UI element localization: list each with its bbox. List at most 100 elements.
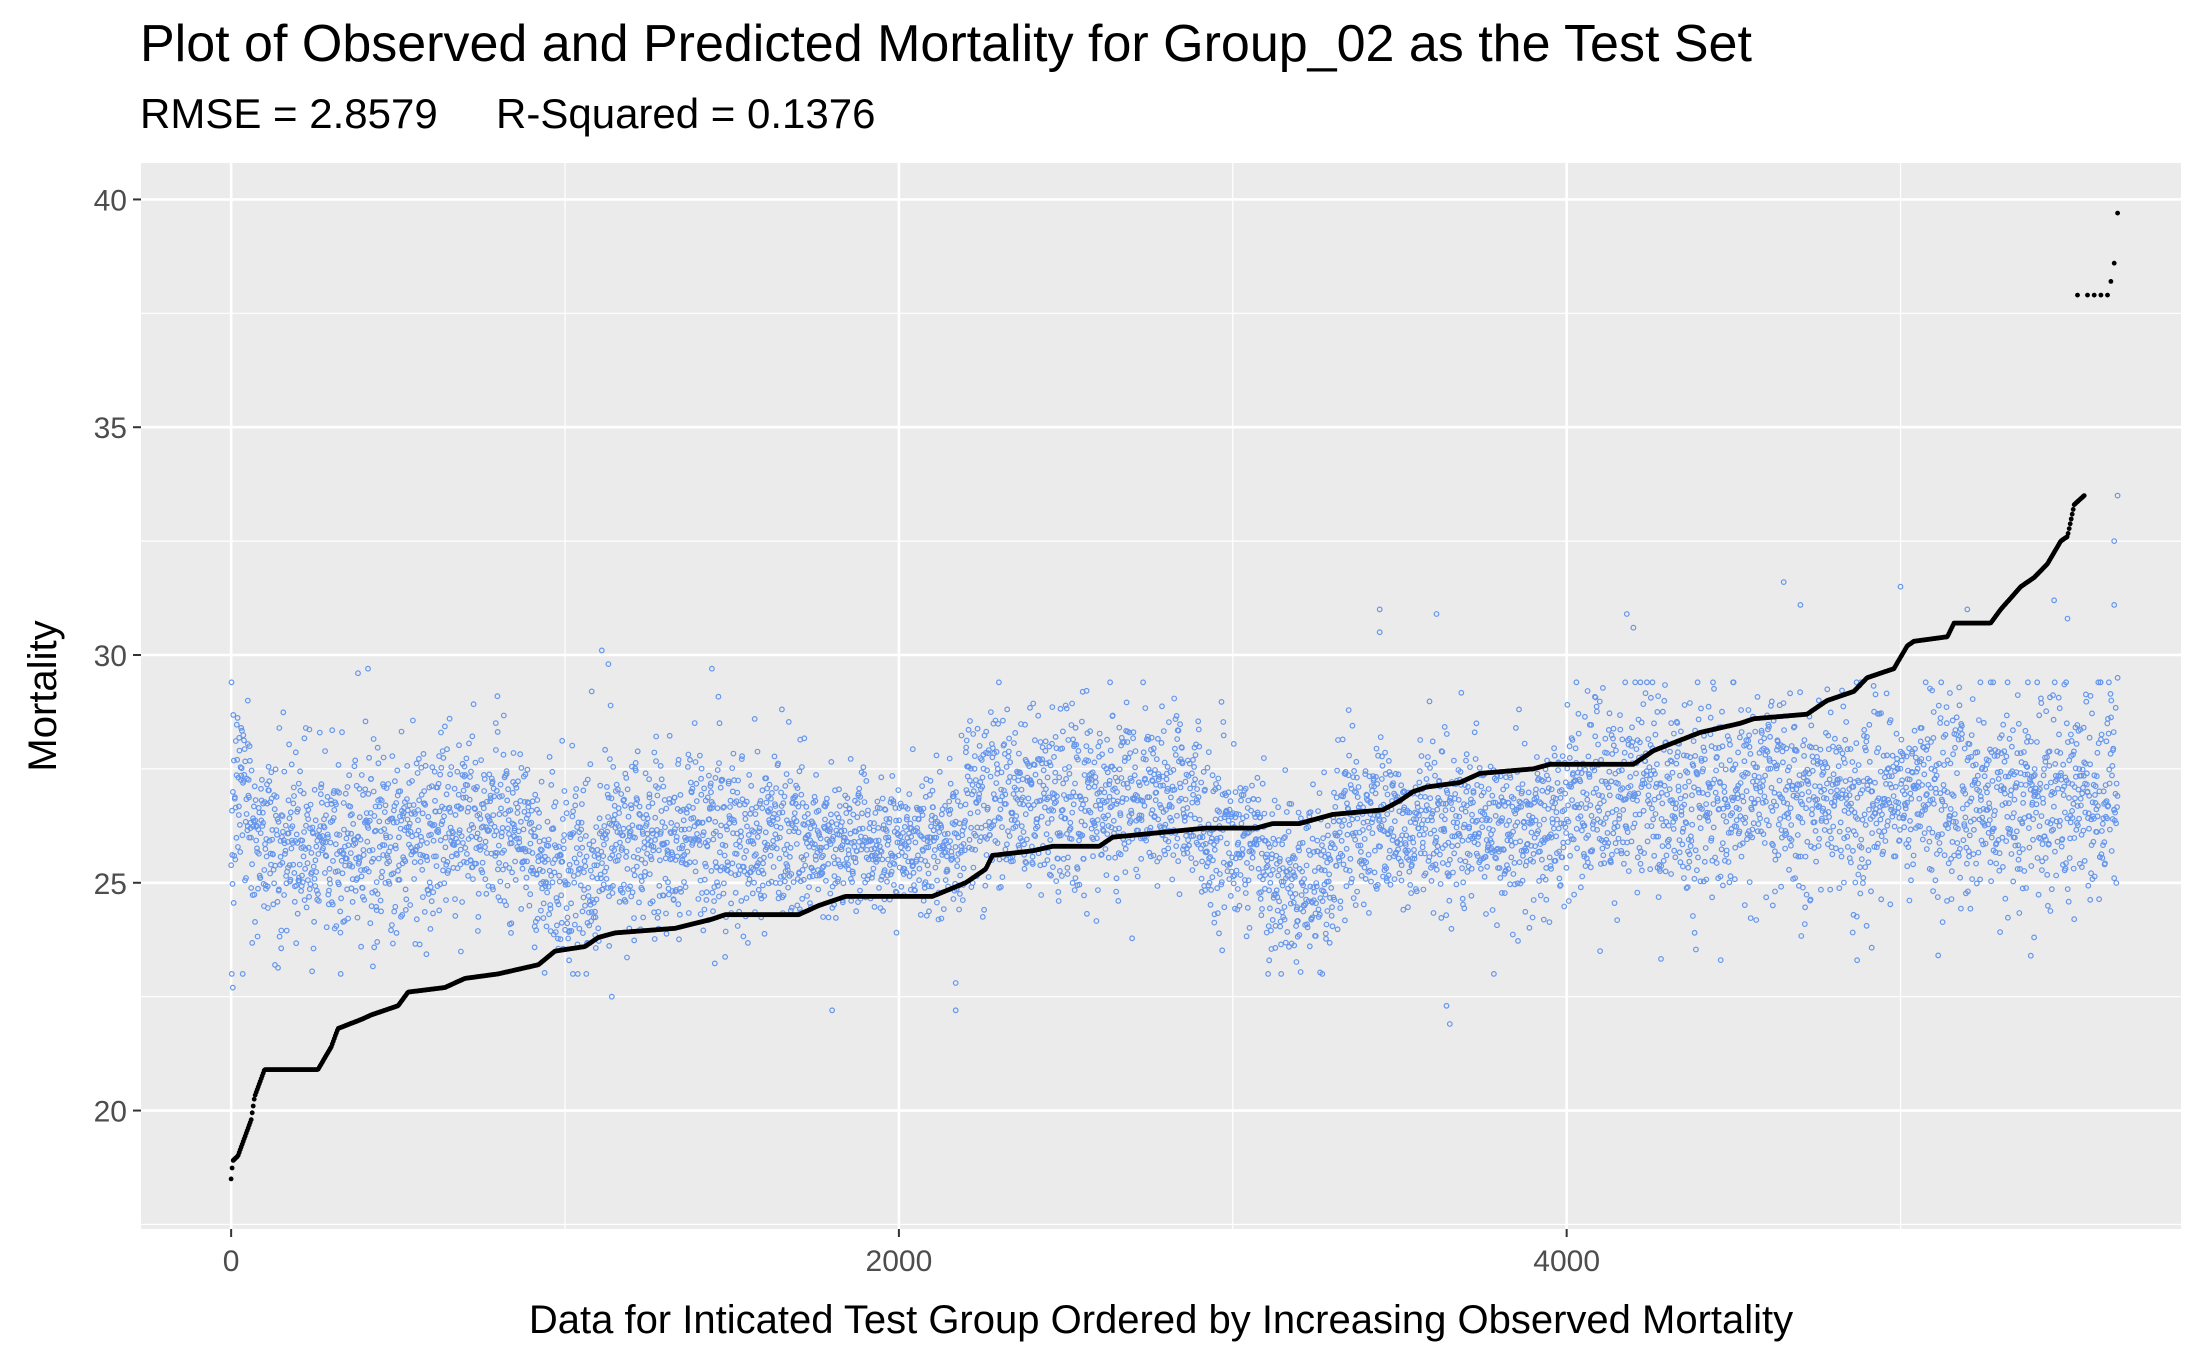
predicted-point xyxy=(512,858,518,865)
predicted-point xyxy=(614,829,621,835)
predicted-point xyxy=(525,804,532,810)
predicted-point xyxy=(545,842,552,849)
predicted-point xyxy=(924,862,931,869)
predicted-point xyxy=(646,871,653,878)
predicted-point xyxy=(806,873,813,880)
predicted-point xyxy=(490,886,496,893)
predicted-point xyxy=(568,928,575,934)
predicted-point xyxy=(427,926,434,932)
predicted-point xyxy=(982,822,989,829)
predicted-point xyxy=(718,822,724,829)
predicted-point xyxy=(830,833,837,840)
predicted-point xyxy=(1051,754,1057,760)
predicted-point xyxy=(276,725,283,731)
predicted-point xyxy=(704,794,711,801)
predicted-point xyxy=(1043,831,1050,838)
predicted-point xyxy=(496,860,503,866)
predicted-point xyxy=(799,764,805,770)
predicted-point xyxy=(729,765,736,771)
predicted-point xyxy=(299,872,305,879)
predicted-point xyxy=(480,823,486,830)
predicted-point xyxy=(582,902,588,909)
predicted-point xyxy=(1055,855,1061,862)
predicted-point xyxy=(940,844,947,851)
predicted-point xyxy=(249,861,256,868)
predicted-point xyxy=(290,784,297,791)
predicted-point xyxy=(974,725,981,732)
predicted-point xyxy=(692,859,698,865)
predicted-point xyxy=(406,820,413,827)
predicted-point xyxy=(891,882,897,888)
predicted-point xyxy=(465,804,472,811)
predicted-point xyxy=(630,867,637,873)
predicted-point xyxy=(358,772,365,778)
predicted-point xyxy=(719,776,726,783)
predicted-point xyxy=(421,788,428,794)
predicted-point xyxy=(733,851,740,857)
predicted-point xyxy=(259,809,266,816)
predicted-point xyxy=(443,791,450,798)
predicted-point xyxy=(360,791,366,798)
predicted-point xyxy=(811,823,818,829)
predicted-point xyxy=(1128,807,1134,814)
predicted-point xyxy=(603,875,610,882)
predicted-point xyxy=(437,837,444,844)
predicted-point xyxy=(460,787,467,794)
predicted-point xyxy=(738,898,745,904)
predicted-point xyxy=(281,892,288,898)
predicted-point xyxy=(371,944,378,951)
predicted-point xyxy=(731,819,738,826)
predicted-point xyxy=(334,831,340,838)
predicted-point xyxy=(828,811,834,818)
predicted-point xyxy=(977,779,984,786)
predicted-point xyxy=(658,808,665,814)
predicted-point xyxy=(404,763,411,769)
predicted-point xyxy=(238,765,245,772)
predicted-point xyxy=(520,826,527,833)
predicted-point xyxy=(711,960,718,967)
predicted-point xyxy=(637,812,643,818)
predicted-point xyxy=(632,767,639,774)
predicted-point xyxy=(1038,892,1045,898)
predicted-point xyxy=(378,797,385,804)
predicted-point xyxy=(800,876,807,883)
predicted-point xyxy=(271,806,278,813)
predicted-point xyxy=(572,793,579,800)
predicted-point xyxy=(374,891,381,897)
predicted-point xyxy=(241,771,248,778)
predicted-point xyxy=(509,869,515,876)
predicted-point xyxy=(1045,794,1052,801)
predicted-point xyxy=(533,871,540,878)
predicted-point xyxy=(684,836,691,842)
predicted-point xyxy=(344,784,351,790)
predicted-point xyxy=(655,908,662,915)
predicted-point xyxy=(252,817,259,824)
predicted-point xyxy=(717,832,724,839)
predicted-point xyxy=(295,780,302,787)
predicted-point xyxy=(774,815,781,822)
predicted-point xyxy=(947,806,954,813)
predicted-point xyxy=(1128,810,1135,817)
predicted-point xyxy=(798,791,805,798)
predicted-point xyxy=(341,826,347,833)
predicted-point xyxy=(667,799,673,806)
predicted-point xyxy=(1107,747,1114,754)
predicted-point xyxy=(767,852,774,859)
predicted-point xyxy=(456,827,463,834)
predicted-point xyxy=(1093,829,1100,835)
predicted-point xyxy=(1116,825,1122,832)
predicted-point xyxy=(930,804,936,811)
predicted-point xyxy=(423,951,430,958)
predicted-point xyxy=(1060,780,1067,787)
predicted-point xyxy=(1116,724,1123,731)
predicted-point xyxy=(249,940,256,946)
predicted-point xyxy=(238,772,245,779)
predicted-point xyxy=(660,892,667,899)
predicted-point xyxy=(567,868,574,874)
predicted-point xyxy=(811,844,817,851)
predicted-point xyxy=(827,890,834,897)
predicted-point xyxy=(327,880,334,887)
predicted-point xyxy=(1067,819,1074,826)
predicted-point xyxy=(360,852,367,858)
predicted-point xyxy=(1082,796,1089,803)
